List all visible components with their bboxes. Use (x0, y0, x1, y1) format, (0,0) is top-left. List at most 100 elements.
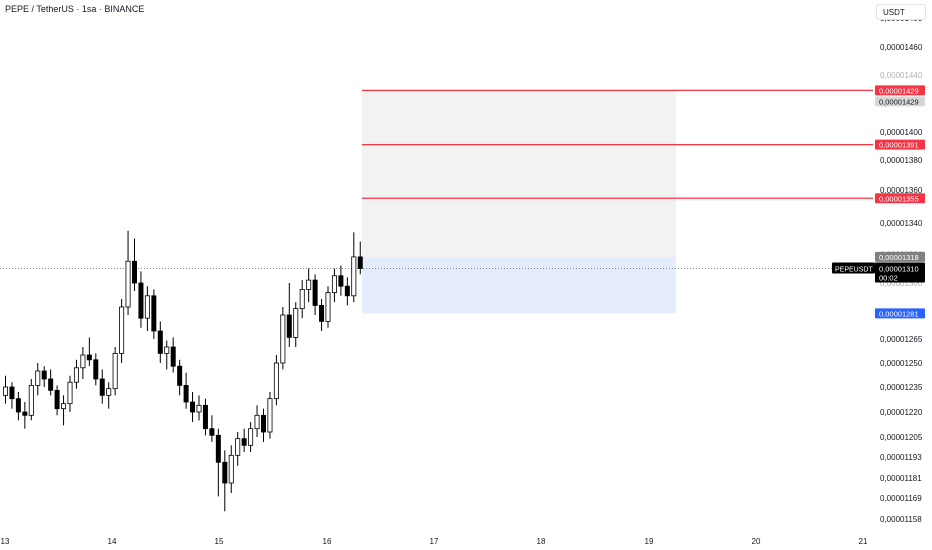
time-tick-label: 14 (108, 537, 117, 546)
price-tick-label: 0,00001205 (880, 433, 923, 442)
candle-body (293, 308, 299, 338)
candle (235, 432, 241, 466)
candle-body (15, 398, 21, 413)
candlestick-series (3, 230, 363, 512)
candle (351, 232, 357, 303)
candle-body (164, 346, 170, 354)
target-badge: 0,00001355 (875, 193, 925, 204)
candle (280, 307, 286, 370)
zone-top-badge: 0,00001429 (875, 96, 925, 107)
candle-body (319, 304, 325, 322)
time-tick-label: 15 (215, 537, 224, 546)
candle-body (202, 404, 208, 430)
candle-body (280, 314, 286, 364)
candle-body (170, 346, 176, 367)
price-tick-label: 0,00001181 (880, 474, 922, 483)
candle (293, 302, 299, 347)
candle-body (112, 352, 118, 390)
candle-body (106, 388, 112, 396)
candle (344, 277, 350, 306)
time-tick-label: 16 (323, 537, 332, 546)
candle (306, 268, 312, 303)
candle (54, 385, 60, 416)
candle-body (157, 330, 163, 354)
time-tick-label: 17 (430, 537, 439, 546)
price-tick-label: 0,00001380 (880, 156, 923, 165)
candle-body (312, 279, 318, 306)
candle (273, 355, 279, 406)
candle (357, 241, 363, 275)
stop-zone (362, 256, 676, 314)
time-tick-label: 13 (1, 537, 10, 546)
price-tick-label: 0,00001400 (880, 128, 923, 137)
candle (144, 286, 150, 331)
candle-body (22, 411, 28, 416)
candle (177, 359, 183, 396)
candle (215, 428, 221, 497)
symbol-tag: PEPEUSDT (832, 262, 875, 274)
candle-body (67, 381, 73, 405)
price-tick-label: 0,00001340 (880, 219, 923, 228)
price-tick-label: 0,00001265 (880, 335, 923, 344)
candle-body (222, 461, 228, 484)
candle (106, 382, 112, 409)
candle (338, 265, 344, 296)
candle (325, 286, 331, 328)
position-zones (0, 90, 872, 314)
candle-body (61, 403, 67, 410)
chart-title: PEPE / TetherUS · 1sa · BINANCE (5, 4, 145, 14)
currency-button[interactable]: USDT (876, 4, 926, 20)
candle-body (35, 370, 41, 386)
candle-body (151, 295, 157, 332)
time-tick-label: 19 (645, 537, 654, 546)
candle (28, 379, 34, 421)
candle-body (254, 414, 260, 430)
candle (254, 405, 260, 437)
candle-body (119, 306, 125, 354)
time-tick-label: 21 (859, 537, 868, 546)
zone-top-badge-bg (875, 96, 925, 107)
candle (15, 392, 21, 421)
target-badge-label: 0,00001391 (879, 141, 919, 150)
candle-body (273, 362, 279, 400)
candle-body (228, 454, 234, 484)
candle-body (131, 260, 137, 284)
candle (9, 382, 15, 409)
candle-body (209, 428, 215, 436)
target-badge-bg (875, 139, 925, 150)
candle-body (54, 389, 60, 410)
current-price-label: 0,00001310 (879, 265, 919, 274)
candle-body (28, 384, 34, 416)
entry-badge: 0,00001318 (875, 251, 925, 262)
candle-body (125, 260, 131, 308)
candle-body (331, 275, 337, 294)
candle-body (344, 285, 350, 297)
price-tick-label: 0,00001193 (880, 453, 922, 462)
candle (209, 415, 215, 442)
candle (86, 337, 92, 367)
candle-body (144, 295, 150, 319)
candle (319, 299, 325, 331)
candle (286, 283, 292, 347)
price-tick-label: 0,00001220 (880, 408, 923, 417)
entry-badge-label: 0,00001318 (879, 253, 919, 262)
candle (196, 395, 202, 421)
stop-badge-bg (875, 308, 925, 319)
candle-body (306, 279, 312, 290)
candle-body (86, 354, 92, 361)
candle (151, 289, 157, 339)
candle-body (3, 386, 8, 396)
candle-body (190, 401, 196, 413)
candle-body (351, 256, 357, 297)
candle (119, 299, 125, 363)
candle-body (41, 370, 47, 380)
candle (228, 445, 234, 493)
candle-body (183, 384, 189, 403)
price-tick-label: 0,00001169 (880, 494, 922, 503)
candle-body (286, 314, 292, 338)
stop-badge: 0,00001281 (875, 308, 925, 319)
symbol-tag-label: PEPEUSDT (835, 267, 873, 274)
target-zone (362, 90, 676, 257)
